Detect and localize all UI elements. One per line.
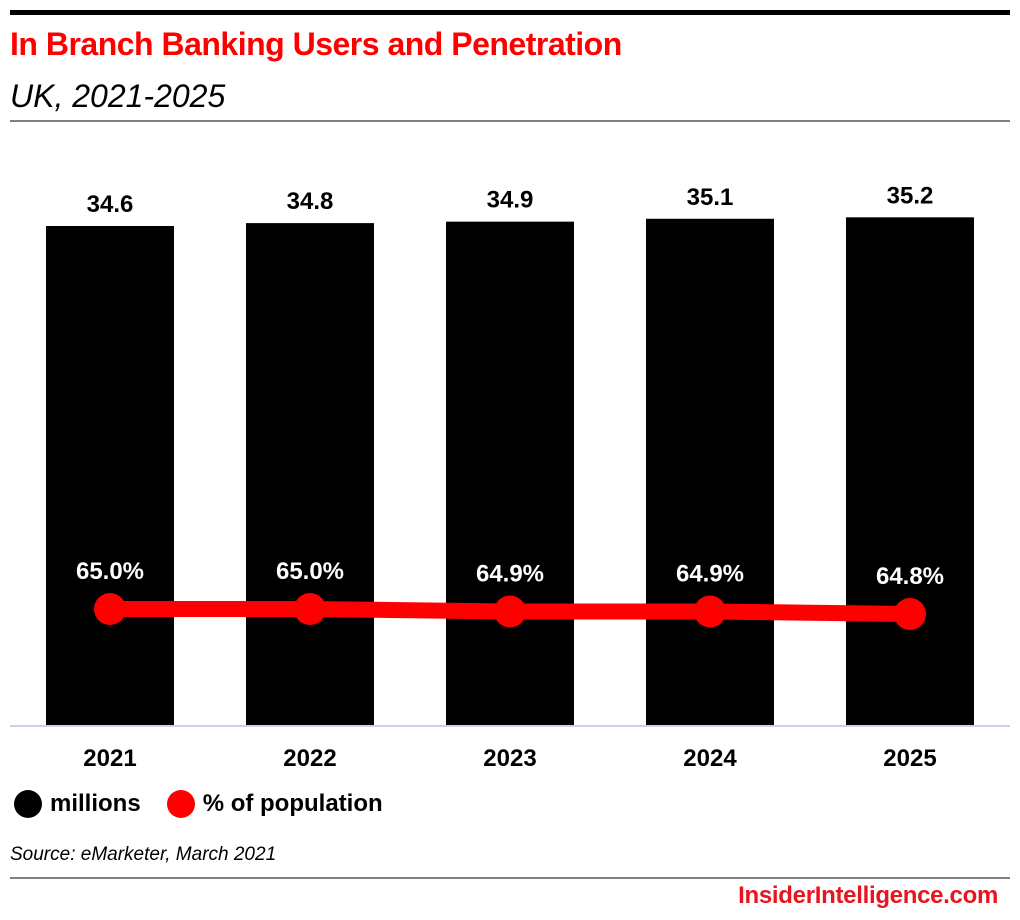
legend-item-population: % of population <box>166 790 383 818</box>
population-point-2024 <box>694 595 726 628</box>
bar-value-label-2023: 34.9 <box>487 187 534 214</box>
source-note: Source: eMarketer, March 2021 <box>10 844 277 865</box>
legend-swatch-population <box>166 790 195 818</box>
x-tick-label-2023: 2023 <box>483 745 536 772</box>
population-label-2024: 64.9% <box>676 561 744 588</box>
population-point-2025 <box>894 598 926 630</box>
x-tick-label-2025: 2025 <box>883 745 936 772</box>
legend-item-millions: millions <box>14 790 141 818</box>
x-tick-label-2024: 2024 <box>683 745 737 772</box>
legend-label-millions: millions <box>50 790 141 817</box>
bar-2025 <box>846 217 974 727</box>
population-label-2022: 65.0% <box>276 558 344 585</box>
x-tick-label-2021: 2021 <box>83 745 136 772</box>
bar-value-label-2021: 34.6 <box>87 191 134 218</box>
bar-value-label-2022: 34.8 <box>287 188 334 215</box>
population-point-2022 <box>294 593 326 625</box>
x-tick-label-2022: 2022 <box>283 745 336 772</box>
brand-link[interactable]: InsiderIntelligence.com <box>738 882 998 909</box>
footer-rule <box>10 877 1010 879</box>
population-point-2023 <box>494 595 526 628</box>
population-label-2021: 65.0% <box>76 558 144 585</box>
chart-title: In Branch Banking Users and Penetration <box>10 26 622 62</box>
bar-2021 <box>46 226 174 726</box>
bar-value-label-2024: 35.1 <box>687 184 734 211</box>
bar-2024 <box>646 218 774 726</box>
population-point-2021 <box>94 593 126 625</box>
bar-value-label-2025: 35.2 <box>887 182 934 209</box>
chart-subtitle: UK, 2021-2025 <box>10 78 226 114</box>
legend-label-population: % of population <box>202 790 383 817</box>
legend-swatch-millions <box>14 790 42 818</box>
population-label-2025: 64.8% <box>876 563 944 590</box>
top-rule <box>10 10 1010 15</box>
legend: millions % of population <box>14 790 409 818</box>
subtitle-rule <box>10 120 1010 122</box>
chart-area: 34.6 2021 34.8 2022 34.9 2023 35.1 2024 35.2 2025… <box>10 182 1010 772</box>
population-label-2023: 64.9% <box>476 561 544 588</box>
bar-2023 <box>446 221 574 726</box>
bar-2022 <box>246 223 374 726</box>
